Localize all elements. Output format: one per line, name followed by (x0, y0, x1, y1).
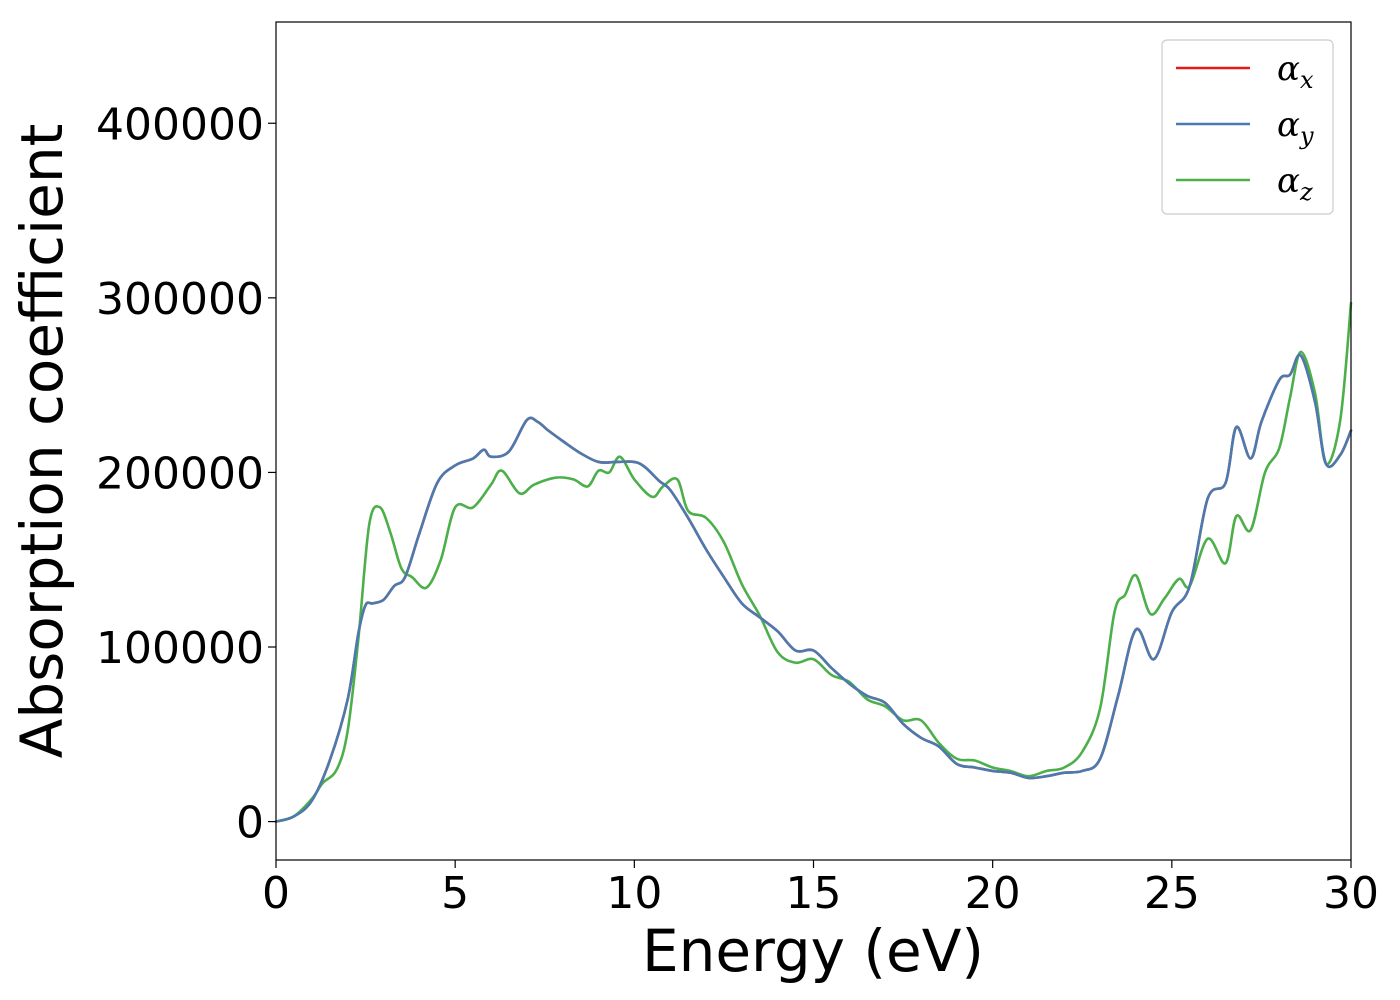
x-tick-label: 5 (441, 868, 469, 919)
y-tick-label: 200000 (96, 448, 264, 499)
y-tick-label: 300000 (96, 274, 264, 325)
x-axis-ticks: 0 5 10 15 20 25 30 (262, 860, 1379, 919)
x-tick-label: 15 (786, 868, 842, 919)
x-axis-label: Energy (eV) (642, 917, 984, 985)
series-layer (274, 301, 1353, 823)
y-tick-label: 100000 (96, 623, 264, 674)
x-tick-label: 0 (262, 868, 290, 919)
x-tick-label: 20 (965, 868, 1021, 919)
x-tick-label: 10 (606, 868, 662, 919)
legend-box (1161, 39, 1334, 215)
legend: αx αy αz (1161, 39, 1334, 215)
series-line-y (274, 353, 1353, 823)
legend-label-y: αy (1277, 105, 1314, 150)
y-axis-label: Absorption coefficient (8, 124, 76, 759)
legend-label-z: αz (1277, 161, 1313, 206)
legend-label-x: αx (1277, 49, 1314, 94)
y-tick-label: 0 (236, 798, 264, 849)
x-tick-label: 30 (1323, 868, 1379, 919)
x-tick-label: 25 (1144, 868, 1200, 919)
y-tick-label: 400000 (96, 99, 264, 150)
y-axis-ticks: 0 100000 200000 300000 400000 (96, 99, 276, 849)
